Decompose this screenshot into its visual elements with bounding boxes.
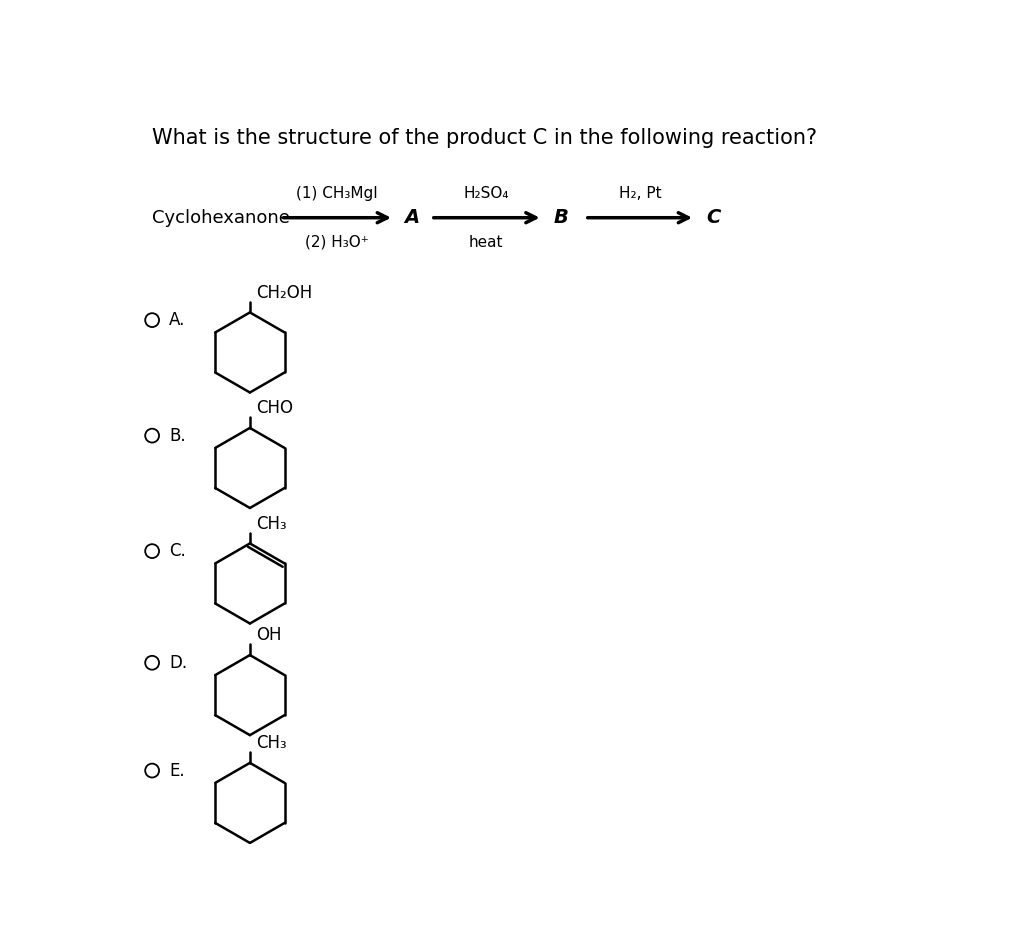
Text: (1) CH₃MgI: (1) CH₃MgI — [296, 186, 378, 201]
Text: CH₃: CH₃ — [256, 734, 287, 752]
Text: What is the structure of the product C in the following reaction?: What is the structure of the product C i… — [153, 128, 817, 148]
Text: D.: D. — [169, 654, 187, 672]
Text: C.: C. — [169, 542, 185, 560]
Text: B: B — [553, 209, 568, 228]
Text: H₂SO₄: H₂SO₄ — [464, 186, 509, 201]
Text: A.: A. — [169, 311, 185, 329]
Text: E.: E. — [169, 761, 184, 779]
Text: CH₂OH: CH₂OH — [256, 283, 312, 301]
Text: CH₃: CH₃ — [256, 515, 287, 533]
Text: A: A — [403, 209, 419, 228]
Text: CHO: CHO — [256, 399, 293, 417]
Text: (2) H₃O⁺: (2) H₃O⁺ — [305, 235, 369, 249]
Text: Cyclohexanone: Cyclohexanone — [153, 209, 290, 227]
Text: C: C — [707, 209, 721, 228]
Text: B.: B. — [169, 427, 185, 445]
Text: H₂, Pt: H₂, Pt — [618, 186, 662, 201]
Text: OH: OH — [256, 627, 282, 645]
Text: heat: heat — [469, 235, 504, 249]
